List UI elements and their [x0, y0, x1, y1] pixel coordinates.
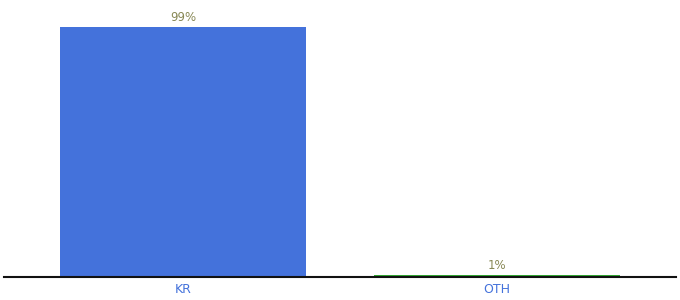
Text: 99%: 99%: [170, 11, 197, 24]
Bar: [373, 275, 620, 277]
Bar: [60, 27, 307, 277]
Text: 1%: 1%: [488, 259, 506, 272]
